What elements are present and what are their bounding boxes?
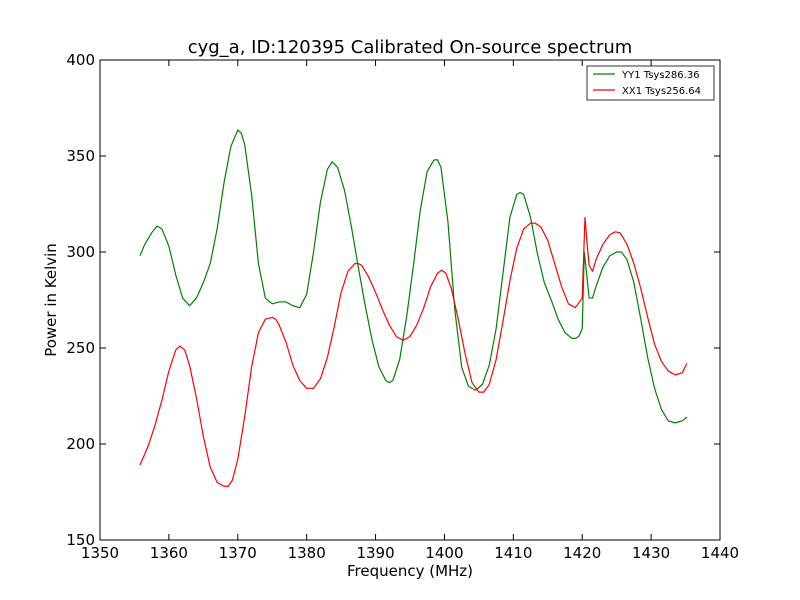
y-tick-label: 350: [66, 147, 95, 165]
x-tick-label: 1420: [563, 544, 601, 562]
y-axis: 150 200 250 300 350 400: [66, 51, 720, 549]
y-tick-label: 200: [66, 435, 95, 453]
series-line-xx1: [139, 216, 688, 487]
x-tick-label: 1410: [494, 544, 532, 562]
y-tick-label: 300: [66, 243, 95, 261]
series-line-yy1: [139, 129, 688, 424]
plot-frame: [99, 59, 721, 541]
chart-title: cyg_a, ID:120395 Calibrated On-source sp…: [188, 37, 633, 58]
x-tick-label: 1390: [356, 544, 394, 562]
plot-lines: [139, 129, 688, 487]
x-tick-label: 1380: [288, 544, 326, 562]
x-axis-title: Frequency (MHz): [347, 562, 473, 580]
y-tick-label: 400: [66, 51, 95, 69]
legend-label-yy1: YY1 Tsys286.36: [621, 70, 700, 81]
x-tick-label: 1370: [219, 544, 257, 562]
x-tick-label: 1350: [81, 544, 119, 562]
legend: YY1 Tsys286.36 XX1 Tsys256.64: [586, 65, 715, 101]
y-axis-title: Power in Kelvin: [42, 243, 60, 357]
x-tick-label: 1430: [632, 544, 670, 562]
x-tick-label: 1360: [150, 544, 188, 562]
legend-label-xx1: XX1 Tsys256.64: [622, 86, 701, 97]
x-axis: 1350 1360 1370 1380 1390 1400 1410 1420 1430 1440: [81, 60, 739, 562]
y-tick-label: 250: [66, 339, 95, 357]
x-tick-label: 1400: [425, 544, 463, 562]
legend-box: [586, 65, 715, 101]
x-tick-label: 1440: [701, 544, 739, 562]
y-tick-label: 150: [66, 531, 95, 549]
